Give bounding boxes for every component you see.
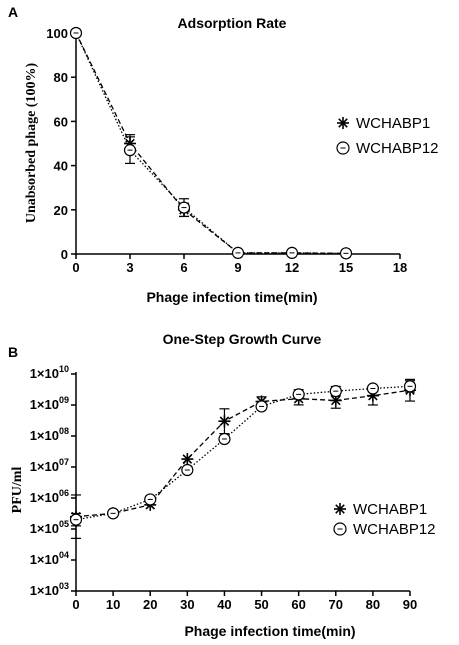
panel-b-circle-marker <box>218 432 231 446</box>
panel-a-y-tick-label: 80 <box>54 70 68 85</box>
panel-b-circle-marker <box>107 507 120 520</box>
panel-a-x-tick-label: 12 <box>285 260 299 275</box>
panel-a-series-line <box>75 32 347 254</box>
panel-b-y-tick-label: 1×1010 <box>30 364 69 381</box>
panel-b-circle-marker <box>366 382 379 395</box>
legend-b-label: WCHABP12 <box>353 521 436 538</box>
panel-b-series-line <box>75 385 411 521</box>
panel-b-circle-marker <box>255 400 268 413</box>
panel-a-y-tick-label: 60 <box>54 114 68 129</box>
panel-b-y-tick-label: 1×1009 <box>30 395 69 412</box>
panel-b-y-axis-label: PFU/ml <box>10 467 25 514</box>
panel-a-circle-marker <box>231 246 245 259</box>
panel-a-y-tick-label: 40 <box>54 159 68 174</box>
panel-b-y-tick-label: 1×1003 <box>30 581 69 598</box>
panel-b-x-tick-label: 0 <box>72 597 79 612</box>
panel-b-y-tick-label: 1×1004 <box>30 550 69 567</box>
panel-a-y-tick-label: 20 <box>54 203 68 218</box>
panel-b-circle-marker <box>181 463 194 477</box>
legend-a-circle-icon <box>336 141 350 155</box>
panel-b-x-tick-label: 90 <box>403 597 417 612</box>
panel-b-series-line <box>75 389 411 518</box>
panel-a-x-tick-label: 15 <box>339 260 353 275</box>
legend-b-circle-icon <box>333 522 347 536</box>
panel-b-x-tick-label: 50 <box>254 597 268 612</box>
legend-b-label: WCHABP1 <box>353 501 427 518</box>
panel-b-label: B <box>8 344 18 360</box>
panel-a-circle-marker <box>285 246 299 259</box>
panel-a-series-line <box>75 32 347 254</box>
panel-b-asterisk-marker <box>181 453 194 466</box>
panel-b-circle-marker <box>292 388 305 401</box>
panel-b-y-tick-label: 1×1006 <box>30 488 69 505</box>
panel-b-x-tick-label: 70 <box>329 597 343 612</box>
panel-a-label: A <box>8 4 18 20</box>
panel-b-y-tick-label: 1×1007 <box>30 457 69 474</box>
panel-a-x-tick-label: 0 <box>72 260 79 275</box>
panel-a-plot: 0 3 6 9 12 15 18 0 20 40 60 80 100 WCHABP1 WCHABP12 <box>46 26 438 275</box>
legend-b-asterisk-icon <box>334 503 346 515</box>
panel-a-y-tick-label: 100 <box>46 26 68 41</box>
panel-a-title: Adsorption Rate <box>178 15 287 31</box>
panel-a-circle-marker <box>123 144 137 157</box>
panel-a-y-tick-label: 0 <box>61 247 68 262</box>
panel-b-asterisk-marker <box>329 394 342 407</box>
panel-b-x-tick-label: 20 <box>143 597 157 612</box>
legend-a-asterisk-icon <box>337 117 349 129</box>
panel-a-circle-marker <box>177 201 191 214</box>
panel-a-circle-marker <box>69 26 83 40</box>
panel-b-circle-marker <box>69 513 83 526</box>
panel-b-x-tick-label: 40 <box>217 597 231 612</box>
panel-b-y-tick-label: 1×1005 <box>30 519 69 536</box>
legend-a-label: WCHABP1 <box>356 115 430 132</box>
panel-b-x-tick-label: 80 <box>366 597 380 612</box>
panel-a-x-axis-label: Phage infection time(min) <box>146 289 317 305</box>
panel-b-circle-marker <box>329 385 342 398</box>
panel-a-x-tick-label: 6 <box>180 260 187 275</box>
panel-b-title: One-Step Growth Curve <box>163 331 322 347</box>
panel-b-circle-marker <box>144 493 157 506</box>
panel-a-x-tick-label: 3 <box>126 260 133 275</box>
panel-b-asterisk-marker <box>218 415 231 428</box>
panel-a-y-axis-label: Unabsorbed phage (100%) <box>24 63 39 224</box>
panel-b-x-axis-label: Phage infection time(min) <box>184 623 355 639</box>
legend-a-label: WCHABP12 <box>356 140 439 157</box>
panel-b-x-tick-label: 30 <box>180 597 194 612</box>
panel-b-x-tick-label: 60 <box>291 597 305 612</box>
panel-b-x-tick-label: 10 <box>106 597 120 612</box>
panel-a-x-tick-label: 18 <box>393 260 407 275</box>
panel-b-y-tick-label: 1×1008 <box>30 426 69 443</box>
panel-b-plot: 0 10 20 30 40 50 60 70 80 90 1×1003 1×1004 1×1005 1×1… <box>30 364 436 612</box>
panel-b-circle-marker <box>403 380 417 393</box>
panel-a-circle-marker <box>339 247 353 260</box>
panel-a-x-tick-label: 9 <box>234 260 241 275</box>
